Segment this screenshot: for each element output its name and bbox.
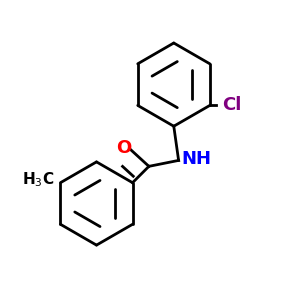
Text: NH: NH bbox=[182, 150, 212, 168]
Text: O: O bbox=[116, 139, 131, 157]
Text: H$_3$C: H$_3$C bbox=[22, 170, 55, 189]
Text: Cl: Cl bbox=[222, 96, 241, 114]
